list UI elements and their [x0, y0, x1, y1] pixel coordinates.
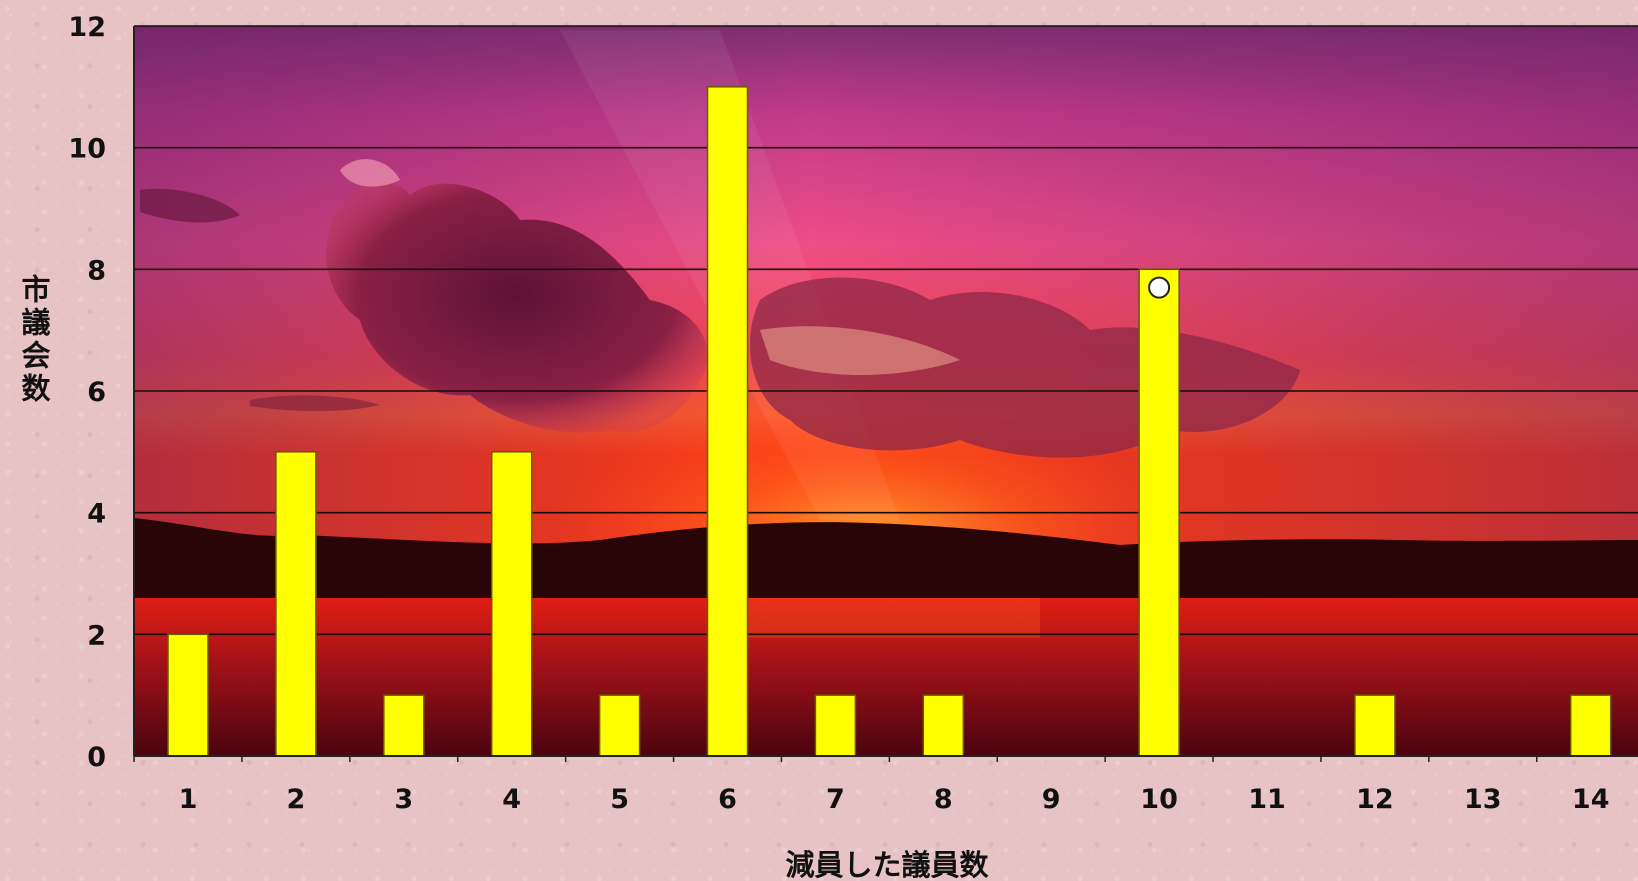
- x-tick-label: 3: [394, 784, 413, 815]
- x-tick-label: 14: [1572, 784, 1610, 815]
- x-tick-label: 2: [287, 784, 306, 815]
- y-tick-label: 8: [87, 255, 106, 286]
- marker-dot: [1148, 276, 1171, 299]
- x-tick-label: 13: [1464, 784, 1502, 815]
- bar-6: [706, 86, 749, 757]
- cloud-highlight: [340, 159, 400, 187]
- x-tick-label: 4: [502, 784, 521, 815]
- bar-2: [275, 451, 317, 757]
- bar-1: [167, 633, 209, 757]
- y-tick-labels: 0 2 4 6 8 10 12: [68, 12, 106, 773]
- cloud: [250, 395, 380, 412]
- bar-12: [1354, 694, 1396, 757]
- x-tick-label: 11: [1248, 784, 1286, 815]
- bar-10: [1138, 268, 1180, 757]
- x-tick-labels: 1 2 3 4 5 6 7 8 9 10 11 12 13 14: [179, 784, 1610, 815]
- y-tick-label: 4: [87, 499, 106, 530]
- x-tick-label: 5: [610, 784, 629, 815]
- x-tick-label: 10: [1140, 784, 1178, 815]
- x-tick-label: 8: [934, 784, 953, 815]
- marker-layer: [1148, 276, 1171, 299]
- gridlines: [134, 25, 1638, 636]
- sunset-photo-background: [134, 26, 1638, 756]
- y-tick-label: 0: [87, 742, 106, 773]
- x-tick-label: 6: [718, 784, 737, 815]
- y-tick-label: 6: [87, 377, 106, 408]
- x-tick-label: 7: [826, 784, 845, 815]
- x-tick-label: 1: [179, 784, 198, 815]
- x-tick-label: 12: [1356, 784, 1394, 815]
- y-tick-label: 2: [87, 620, 106, 651]
- cloud: [140, 188, 240, 223]
- bar-4: [490, 451, 533, 757]
- bar-3: [383, 694, 425, 757]
- y-tick-label: 12: [68, 12, 106, 43]
- cloud: [326, 181, 708, 433]
- sun-reflection: [740, 598, 1040, 638]
- x-axis-title: 減員した議員数: [785, 848, 989, 881]
- y-tick-label: 10: [68, 134, 106, 165]
- y-axis-title: 市議会数: [17, 273, 51, 406]
- cloud-highlight: [760, 326, 960, 375]
- bar-8: [922, 694, 965, 757]
- axes: [133, 26, 1638, 762]
- x-tick-label: 9: [1042, 784, 1061, 815]
- bar-7: [814, 694, 857, 757]
- bar-5: [598, 694, 641, 757]
- bar-14: [1569, 694, 1612, 757]
